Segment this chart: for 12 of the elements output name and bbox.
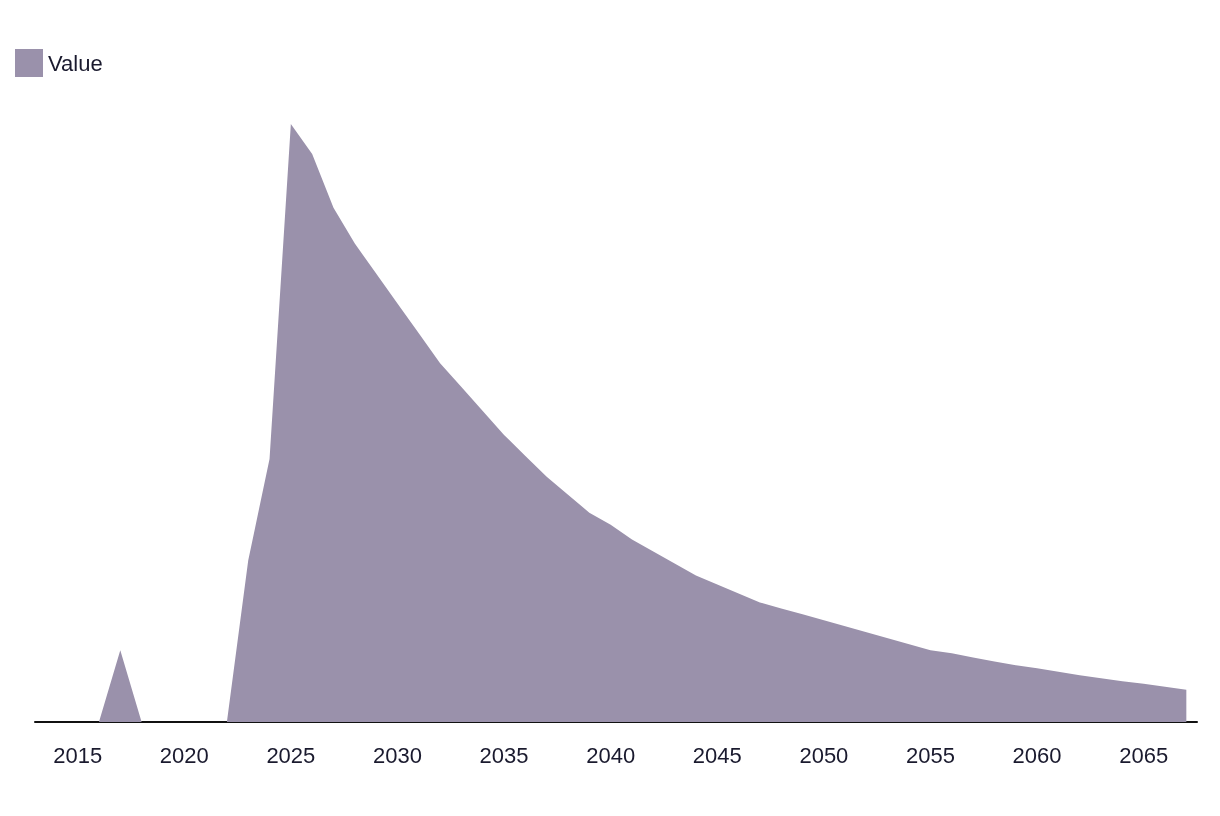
x-tick-label: 2020 — [159, 742, 209, 768]
x-tick-label: 2025 — [266, 742, 316, 768]
x-tick-label: 2030 — [372, 742, 422, 768]
x-tick-label: 2040 — [586, 742, 636, 768]
x-tick-label: 2060 — [1012, 742, 1062, 768]
x-tick-label: 2050 — [799, 742, 849, 768]
x-tick-label: 2015 — [53, 742, 103, 768]
x-tick-label: 2055 — [906, 742, 955, 768]
x-tick-label: 2065 — [1119, 742, 1169, 768]
legend-label: Value — [48, 50, 103, 76]
x-tick-label: 2045 — [692, 742, 742, 768]
x-tick-label: 2035 — [479, 742, 529, 768]
